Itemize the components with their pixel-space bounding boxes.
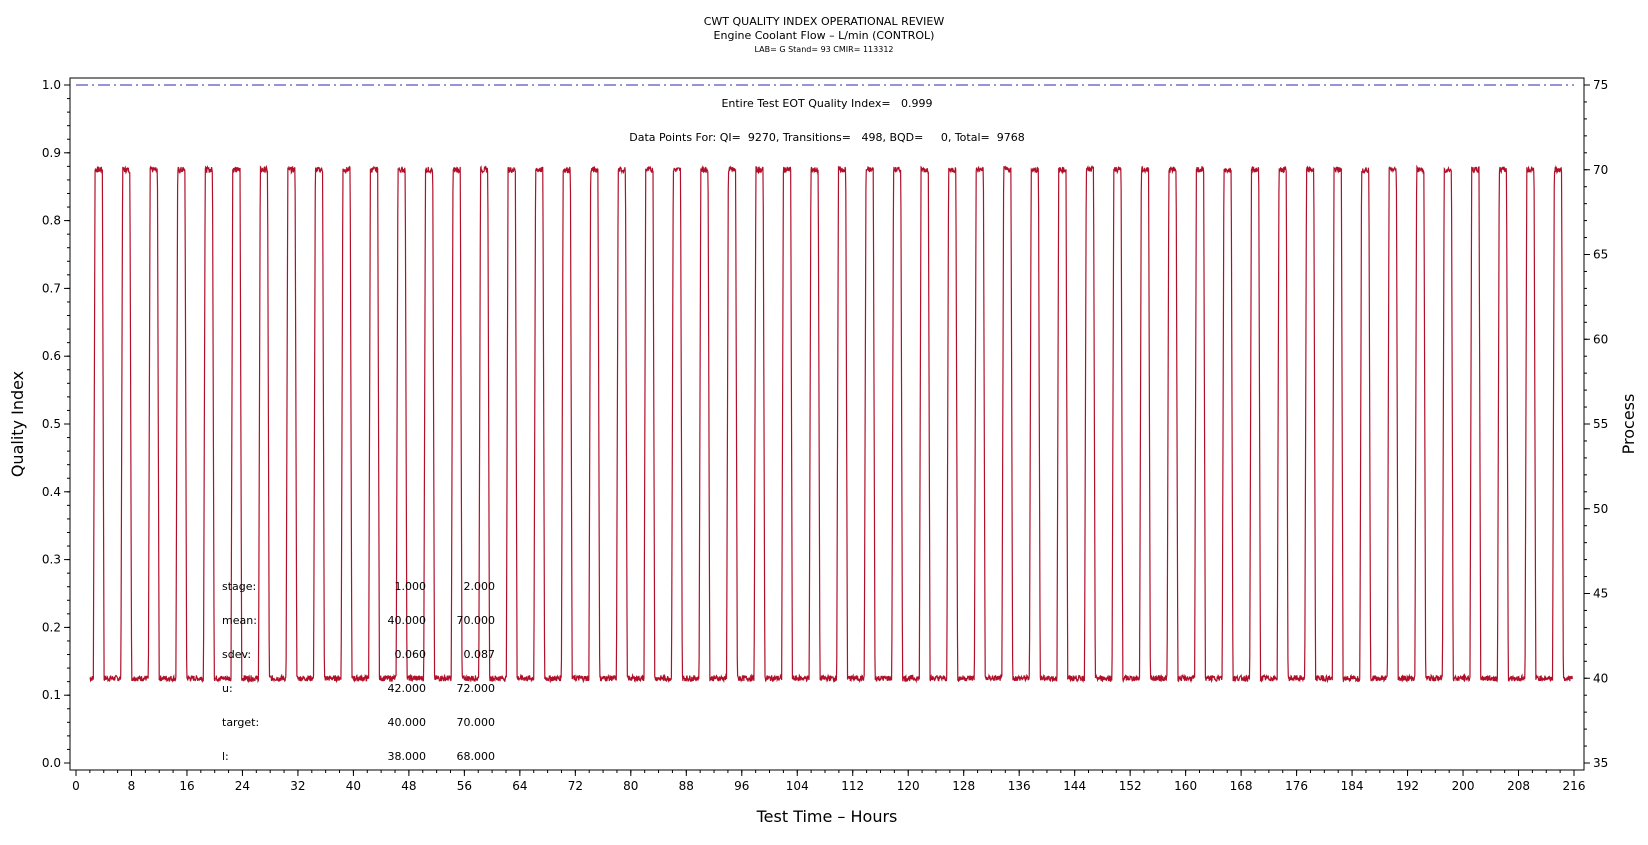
x-tick-label: 56	[457, 779, 472, 793]
stat-value: 68.000	[457, 750, 496, 763]
x-tick-label: 216	[1563, 779, 1586, 793]
bottom-axis: 0 8 16 24 32 40 48 56 64 72 80 88 96 104 112 120 128 136 1…	[72, 770, 1585, 793]
stat-value: 40.000	[388, 614, 427, 627]
y2-tick-label: 35	[1593, 756, 1608, 770]
y2-tick-label: 75	[1593, 78, 1608, 92]
y2-axis-label: Process	[1619, 394, 1638, 455]
x-tick-label: 64	[512, 779, 527, 793]
stat-value: 0.087	[464, 648, 496, 661]
x-tick-label: 104	[786, 779, 809, 793]
y2-tick-label: 70	[1593, 163, 1608, 177]
x-tick-label: 160	[1174, 779, 1197, 793]
stat-value: 38.000	[388, 750, 427, 763]
stat-value: 72.000	[457, 682, 496, 695]
chart-subtitle: Engine Coolant Flow – L/min (CONTROL)	[714, 29, 935, 42]
y2-tick-label: 65	[1593, 248, 1608, 262]
x-tick-label: 152	[1119, 779, 1142, 793]
x-tick-label: 80	[623, 779, 638, 793]
x-tick-label: 0	[72, 779, 80, 793]
data-points-annotation: Data Points For: QI= 9270, Transitions= …	[629, 131, 1024, 144]
chart-lab-info: LAB= G Stand= 93 CMIR= 113312	[754, 45, 893, 54]
y-tick-label: 0.2	[42, 620, 61, 634]
x-tick-label: 184	[1341, 779, 1364, 793]
x-axis-label: Test Time – Hours	[756, 807, 898, 826]
x-tick-label: 16	[179, 779, 194, 793]
stat-label: stage:	[222, 580, 256, 593]
x-tick-label: 48	[401, 779, 416, 793]
y2-tick-label: 45	[1593, 587, 1608, 601]
stat-label: sdev:	[222, 648, 251, 661]
x-tick-label: 144	[1063, 779, 1086, 793]
y-tick-label: 0.8	[42, 214, 61, 228]
stat-value: 70.000	[457, 614, 496, 627]
stat-value: 70.000	[457, 716, 496, 729]
x-tick-label: 128	[952, 779, 975, 793]
right-axis: 35 40 45 50 55 60 65 70 75	[1584, 78, 1608, 770]
quality-index-annotation: Entire Test EOT Quality Index= 0.999	[721, 97, 932, 110]
y2-tick-label: 60	[1593, 332, 1608, 346]
y2-tick-label: 55	[1593, 417, 1608, 431]
stat-value: 2.000	[464, 580, 496, 593]
x-tick-label: 24	[235, 779, 250, 793]
y2-tick-label: 50	[1593, 502, 1608, 516]
stat-value: 0.060	[395, 648, 427, 661]
x-tick-label: 88	[679, 779, 694, 793]
x-tick-label: 120	[897, 779, 920, 793]
y2-tick-label: 40	[1593, 671, 1608, 685]
x-tick-label: 112	[841, 779, 864, 793]
x-tick-label: 40	[346, 779, 361, 793]
y-tick-label: 0.4	[42, 485, 61, 499]
y-tick-label: 1.0	[42, 78, 61, 92]
stat-value: 1.000	[395, 580, 427, 593]
x-tick-label: 136	[1008, 779, 1031, 793]
y-tick-label: 0.5	[42, 417, 61, 431]
stats-table: stage: 1.000 2.000 mean: 40.000 70.000 s…	[222, 580, 495, 763]
x-tick-label: 192	[1396, 779, 1419, 793]
y-tick-label: 0.9	[42, 146, 61, 160]
stat-label: mean:	[222, 614, 257, 627]
stat-label: u:	[222, 682, 233, 695]
chart-title: CWT QUALITY INDEX OPERATIONAL REVIEW	[704, 15, 945, 28]
x-tick-label: 32	[290, 779, 305, 793]
y-axis-label: Quality Index	[8, 371, 27, 477]
y-tick-label: 0.7	[42, 281, 61, 295]
stat-label: target:	[222, 716, 259, 729]
x-tick-label: 176	[1285, 779, 1308, 793]
stat-label: l:	[222, 750, 229, 763]
x-tick-label: 200	[1452, 779, 1475, 793]
x-tick-label: 8	[128, 779, 136, 793]
process-series-line	[89, 164, 1573, 684]
x-tick-label: 168	[1230, 779, 1253, 793]
y-tick-label: 0.1	[42, 688, 61, 702]
x-tick-label: 96	[734, 779, 749, 793]
left-axis: 0.0 0.1 0.2 0.3 0.4 0.5 0.6 0.7 0.8 0.9 1.0	[42, 78, 70, 770]
stat-value: 40.000	[388, 716, 427, 729]
y-tick-label: 0.6	[42, 349, 61, 363]
x-tick-label: 208	[1507, 779, 1530, 793]
x-tick-label: 72	[568, 779, 583, 793]
stat-value: 42.000	[388, 682, 427, 695]
y-tick-label: 0.0	[42, 756, 61, 770]
y-tick-label: 0.3	[42, 553, 61, 567]
